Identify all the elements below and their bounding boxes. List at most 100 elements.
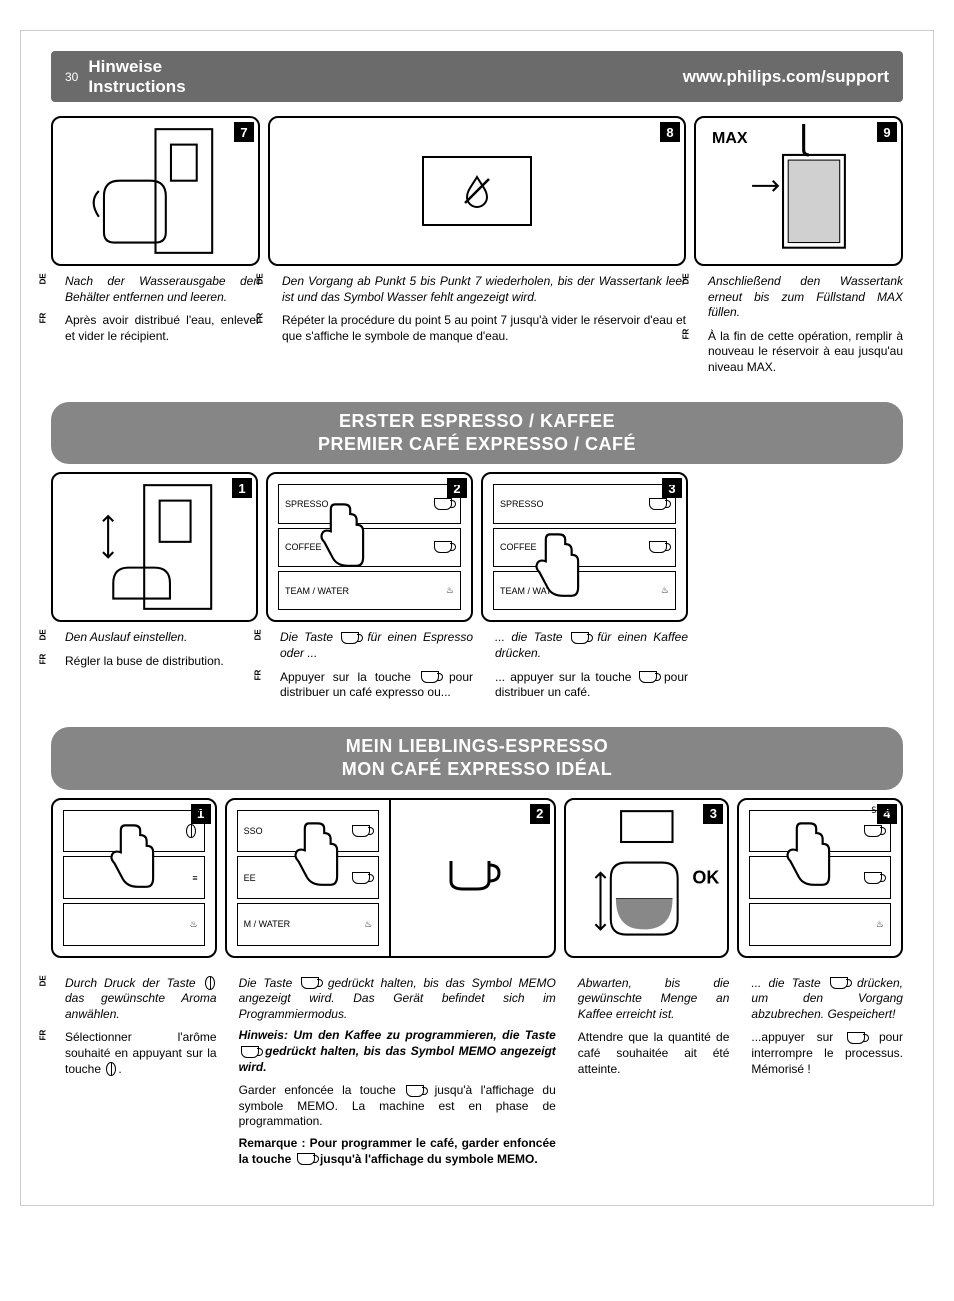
s2-step-2: 2 SSO EE M / WATER♨	[225, 798, 556, 958]
figure-s2-2: 2 SSO EE M / WATER♨	[225, 798, 556, 958]
step-9: 9 MAX DEAnschließend den Wassertank erne…	[694, 116, 903, 384]
step-7: 7 DENach der Wasserausgabe den Behälter …	[51, 116, 260, 352]
panel-row-coffee: COFFEE	[278, 528, 461, 567]
control-panel: SPRESSO COFFEE TEAM / WATER♨	[491, 482, 678, 612]
captions-s2-1: DEDurch Druck der Taste das gewünschte A…	[51, 976, 217, 1086]
captions-7: DENach der Wasserausgabe den Behälter en…	[51, 274, 260, 344]
adjust-spout-illustration	[59, 480, 250, 614]
caption-de: Durch Druck der Taste das gewünschte Aro…	[65, 976, 217, 1023]
row-first-espresso: 1 DEDen Auslauf einstellen. FRRégler la …	[51, 472, 903, 708]
figure-8: 8	[268, 116, 686, 266]
caption-fr: Répéter la procédure du point 5 au point…	[282, 313, 686, 344]
steam-icon: ♨	[661, 585, 669, 596]
bean-icon	[186, 824, 196, 838]
lang-fr-label: FR	[39, 654, 49, 665]
cup-icon	[352, 872, 370, 884]
caption-fr: ... appuyer sur la touche pour distribue…	[495, 670, 688, 701]
s2-step-4: 4 STOP ♨	[737, 798, 903, 958]
caption-de: Die Taste gedrückt halten, bis das Symbo…	[239, 976, 556, 1023]
lang-fr-label: FR	[39, 313, 49, 324]
caption-de: ... die Taste für einen Kaffee drücken.	[495, 630, 688, 661]
s1-step-2: 2 SPRESSO COFFEE TEAM / WATER♨ DEDie Tas…	[266, 472, 473, 708]
hand-pointer-icon	[287, 818, 342, 888]
caption-de: Den Vorgang ab Punkt 5 bis Punkt 7 wiede…	[282, 274, 686, 305]
lang-fr-label: FR	[682, 329, 692, 340]
lang-fr-label: FR	[254, 669, 264, 680]
panel-row: ♨	[63, 903, 205, 946]
panel-row-steam: TEAM / WATER♨	[493, 571, 676, 610]
lang-de-label: DE	[39, 975, 49, 986]
section-title-de: MEIN LIEBLINGS-ESPRESSO	[51, 735, 903, 758]
s1-step-1: 1 DEDen Auslauf einstellen. FRRégler la …	[51, 472, 258, 677]
cup-icon	[864, 872, 882, 884]
steam-icon: ♨	[446, 585, 454, 596]
figure-9: 9 MAX	[694, 116, 903, 266]
caption-de: Die Taste für einen Espresso oder ...	[280, 630, 473, 661]
panel-row: ♨	[749, 903, 891, 946]
hand-pointer-icon	[779, 818, 834, 888]
hand-pointer-icon	[103, 820, 158, 890]
cup-memo-icon	[421, 671, 439, 683]
caption-fr: ...appuyer sur pour interrompre le proce…	[751, 1030, 903, 1077]
row-favorite-espresso: 1 ≡ ♨ 2 SSO EE M / WATER♨	[51, 798, 903, 958]
caption-fr: À la fin de cette opération, remplir à n…	[708, 329, 903, 376]
title-en: Instructions	[88, 77, 682, 97]
caption-de: Nach der Wasserausgabe den Behälter entf…	[65, 274, 260, 305]
lang-de-label: DE	[256, 273, 266, 284]
cup-small-icon	[434, 498, 452, 510]
cup-icon	[434, 541, 452, 553]
cup-memo-icon	[241, 1046, 259, 1058]
header-titles: Hinweise Instructions	[88, 57, 682, 96]
cup-memo-icon	[830, 977, 848, 989]
caption-fr: Garder enfoncée la touche jusqu'à l'affi…	[239, 1083, 556, 1130]
lang-de-label: DE	[254, 630, 264, 641]
figure-s2-1: 1 ≡ ♨	[51, 798, 217, 958]
cup-memo-icon	[301, 977, 319, 989]
section-title-fr: PREMIER CAFÉ EXPRESSO / CAFÉ	[51, 433, 903, 456]
no-water-icon	[459, 173, 495, 209]
steam-icon: ♨	[364, 919, 372, 930]
captions-s1-2: DEDie Taste für einen Espresso oder ... …	[266, 630, 473, 700]
cup-small-icon	[649, 498, 667, 510]
control-panel: SPRESSO COFFEE TEAM / WATER♨	[276, 482, 463, 612]
section-first-espresso: ERSTER ESPRESSO / KAFFEE PREMIER CAFÉ EX…	[51, 402, 903, 465]
steam-icon: ♨	[876, 919, 884, 930]
caption-de: Anschließend den Wassertank erneut bis z…	[708, 274, 903, 321]
cup-icon	[649, 541, 667, 553]
panel-row-coffee: COFFEE	[493, 528, 676, 567]
section-title-fr: MON CAFÉ EXPRESSO IDÉAL	[51, 758, 903, 781]
hand-pointer-icon	[313, 499, 368, 569]
step-8: 8 DEDen Vorgang ab Punkt 5 bis Punkt 7 w…	[268, 116, 686, 352]
lang-de-label: DE	[682, 273, 692, 284]
tank-illustration	[702, 124, 895, 258]
caption-fr: Après avoir distribué l'eau, enlever et …	[65, 313, 260, 344]
section-favorite-espresso: MEIN LIEBLINGS-ESPRESSO MON CAFÉ EXPRESS…	[51, 727, 903, 790]
no-water-screen	[422, 156, 532, 226]
lang-de-label: DE	[39, 630, 49, 641]
steam-icon: ♨	[190, 919, 198, 930]
figure-7: 7	[51, 116, 260, 266]
captions-8: DEDen Vorgang ab Punkt 5 bis Punkt 7 wie…	[268, 274, 686, 344]
caption-fr: Sélectionner l'arôme souhaité en appuyan…	[65, 1030, 217, 1077]
caption-de: Den Auslauf einstellen.	[65, 630, 258, 646]
row-steps-7-9: 7 DENach der Wasserausgabe den Behälter …	[51, 116, 903, 384]
figure-s1-1: 1	[51, 472, 258, 622]
bean-icon	[205, 976, 215, 990]
cup-fill-illustration	[572, 806, 722, 950]
caption-de-bold: Hinweis: Um den Kaffee zu programmieren,…	[239, 1028, 556, 1075]
caption-de: Abwarten, bis die gewünschte Menge an Ka…	[578, 976, 730, 1023]
captions-s2-3: Abwarten, bis die gewünschte Menge an Ka…	[564, 976, 730, 1086]
figure-s1-2: 2 SPRESSO COFFEE TEAM / WATER♨	[266, 472, 473, 622]
machine-illustration	[59, 124, 252, 258]
page-header: 30 Hinweise Instructions www.philips.com…	[51, 51, 903, 102]
memo-display-icon	[443, 853, 503, 903]
panel-row-espresso: SPRESSO	[493, 484, 676, 523]
captions-s1-1: DEDen Auslauf einstellen. FRRégler la bu…	[51, 630, 258, 669]
panel-row-steam: TEAM / WATER♨	[278, 571, 461, 610]
menu-icon: ≡	[192, 873, 197, 883]
cup-memo-icon	[297, 1153, 315, 1165]
page-number: 30	[65, 70, 78, 84]
hand-pointer-icon	[528, 529, 583, 599]
figure-s2-4: 4 STOP ♨	[737, 798, 903, 958]
bean-icon	[106, 1062, 116, 1076]
